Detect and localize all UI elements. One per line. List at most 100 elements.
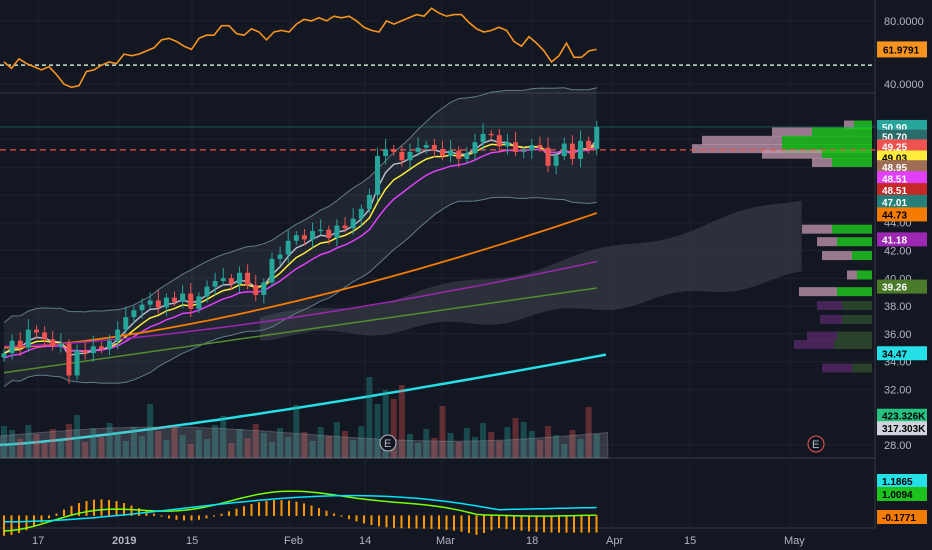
price-tick-label: 36.00 [884,329,912,341]
candle-body[interactable] [334,225,340,239]
candle-body[interactable] [50,339,56,347]
volume-bar [317,427,324,458]
candle-body[interactable] [545,147,551,166]
candle-body[interactable] [375,156,381,195]
candle-body[interactable] [431,144,437,150]
candle-body[interactable] [464,153,470,159]
volume-bar [545,426,552,458]
time-axis[interactable]: 17 2019 15 Feb 14 Mar 18 Apr 15 May [32,535,805,547]
candle-body[interactable] [74,350,80,376]
rsi-panel[interactable] [0,7,875,89]
candle-body[interactable] [236,272,242,284]
candle-body[interactable] [423,144,429,148]
earnings-marker[interactable] [379,434,397,452]
candle-body[interactable] [58,343,64,347]
candle-body[interactable] [33,329,39,333]
volume-profile-up-bar [857,270,872,280]
candle-body[interactable] [285,240,291,255]
time-tick-label: Mar [436,535,455,547]
volume-profile-down-bar [692,144,782,154]
candle-body[interactable] [163,297,169,308]
candle-body[interactable] [107,340,113,350]
candle-body[interactable] [172,297,178,302]
candle-body[interactable] [139,304,145,311]
candle-body[interactable] [318,229,324,232]
candle-body[interactable] [228,278,234,284]
candle-body[interactable] [42,332,48,340]
candle-body[interactable] [253,285,259,295]
volume-bar [65,424,72,458]
candle-body[interactable] [261,282,267,295]
candle-body[interactable] [310,231,316,240]
candle-body[interactable] [245,272,251,286]
candle-body[interactable] [180,293,186,302]
candle-body[interactable] [383,149,389,157]
macd-panel[interactable] [3,490,598,536]
candle-body[interactable] [407,151,413,161]
candle-body[interactable] [269,258,275,283]
candle-body[interactable] [17,340,23,348]
candle-body[interactable] [66,343,72,376]
time-tick-label: 18 [526,535,538,547]
candle-body[interactable] [342,225,348,229]
candle-body[interactable] [155,300,161,308]
candle-body[interactable] [391,149,397,152]
candle-body[interactable] [301,235,307,240]
volume-bar [98,437,105,458]
candle-body[interactable] [504,142,510,147]
candle-body[interactable] [115,329,121,341]
candle-body[interactable] [204,286,210,297]
candle-body[interactable] [480,133,486,143]
time-tick-label: Feb [284,535,303,547]
candle-body[interactable] [366,194,372,209]
candle-body[interactable] [586,140,592,150]
candle-body[interactable] [131,310,137,318]
candle-body[interactable] [9,340,15,354]
candle-body[interactable] [358,208,364,219]
candle-body[interactable] [147,300,153,305]
candle-body[interactable] [415,147,421,152]
candle-body[interactable] [98,346,104,350]
candle-body[interactable] [82,350,88,354]
candle-body[interactable] [25,329,31,348]
candle-body[interactable] [123,317,129,330]
candle-body[interactable] [472,142,478,154]
candle-body[interactable] [399,151,405,161]
candle-body[interactable] [578,140,584,159]
candle-body[interactable] [196,296,202,309]
candle-body[interactable] [188,293,194,309]
candle-body[interactable] [277,254,283,259]
candle-body[interactable] [220,278,226,282]
volume-bar [17,439,24,458]
candle-body[interactable] [326,229,332,239]
volume-bar [577,439,584,458]
volume-bar [82,442,89,458]
volume-bar [439,406,446,458]
candle-body[interactable] [488,133,494,136]
candle-body[interactable] [90,346,96,354]
candle-body[interactable] [456,150,462,159]
volume-bar [374,404,381,458]
candle-body[interactable] [212,281,218,287]
candle-body[interactable] [521,150,527,152]
candle-body[interactable] [553,156,559,166]
earnings-marker-future[interactable] [807,435,825,453]
candle-body[interactable] [569,143,575,159]
volume-bar [488,432,495,458]
candle-body[interactable] [513,142,519,152]
candle-body[interactable] [561,143,567,157]
candle-body[interactable] [293,235,299,241]
candle-body[interactable] [529,144,535,151]
candle-body[interactable] [496,135,502,147]
candle-body[interactable] [439,149,445,157]
price-axis[interactable]: 80.000040.000061.979150.0048.0046.0044.0… [877,16,927,524]
candle-body[interactable] [1,353,7,358]
candle-body[interactable] [594,126,600,150]
candle-body[interactable] [448,150,454,157]
candle-body[interactable] [350,218,356,229]
volume-profile-up-bar [852,251,872,261]
earnings-marker-label: E [384,438,391,450]
candle-body[interactable] [537,144,543,148]
